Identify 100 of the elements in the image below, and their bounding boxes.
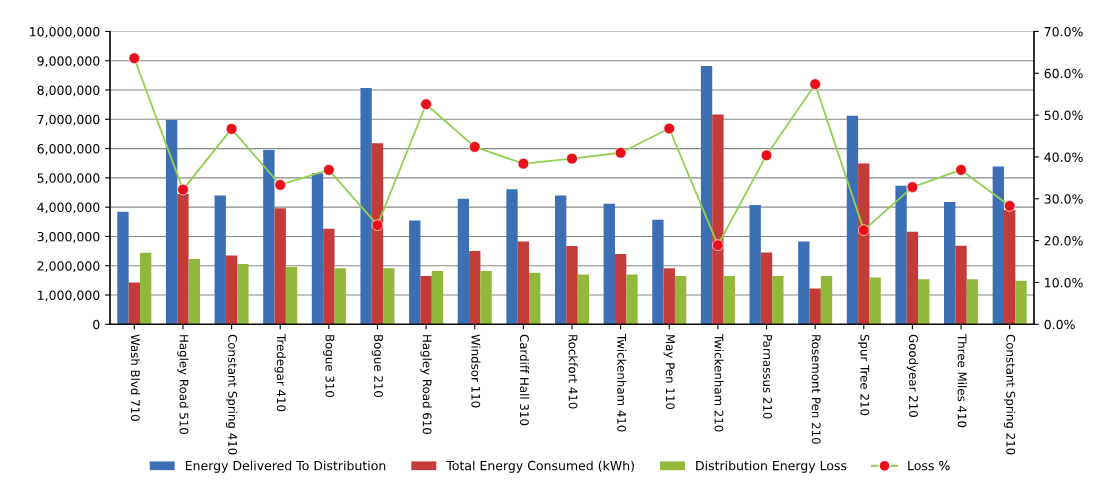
y-tick-label: 4,000,000 [37, 202, 100, 214]
bar [772, 275, 784, 325]
bar [529, 272, 541, 325]
y-tick-label: 7,000,000 [37, 114, 100, 126]
bar [663, 268, 675, 325]
point [517, 157, 530, 170]
bar [603, 203, 615, 325]
bar [311, 173, 324, 325]
x-tick-label: Three Miles 410 [957, 333, 967, 428]
y-tick-label: 5,000,000 [37, 173, 100, 185]
x-tick-label: Twickenham 410 [617, 333, 627, 432]
bar [1015, 280, 1027, 325]
bar [626, 274, 638, 325]
bar [225, 255, 238, 325]
bar [409, 220, 421, 325]
x-tick-label: Constant Spring 410 [225, 334, 238, 455]
bar [371, 143, 384, 325]
bar [614, 254, 627, 325]
x-tick-label: Bogue 210 [371, 335, 383, 398]
x-tick-label: Twickenham 210 [714, 333, 724, 432]
bar [955, 245, 967, 325]
x-tick-label: Windsor 110 [471, 334, 481, 408]
bar [274, 208, 286, 325]
bar [480, 270, 492, 325]
x-tick-label: Cardiff Hall 310 [519, 334, 530, 426]
x-tick-label: Spur Tree 210 [858, 334, 870, 416]
y-tick-label: 2,000,000 [37, 261, 100, 272]
bar [431, 270, 444, 325]
legend-label: Distribution Energy Loss [696, 460, 847, 473]
x-tick-label: Wash Blvd 710 [130, 334, 141, 421]
y-tick-label: 1,000,000 [38, 290, 100, 302]
x-tick-label: Hagley Road 610 [420, 335, 432, 435]
bar [420, 275, 432, 325]
x-tick-label: Rosemont Pen 210 [811, 335, 821, 444]
legend-label: Loss % [908, 460, 950, 471]
x-tick-label: Bogue 310 [323, 335, 335, 398]
bar [944, 201, 956, 325]
y-tick-label: 0 [93, 319, 100, 330]
y-tick-label: 8,000,000 [37, 85, 100, 97]
bar [869, 277, 881, 325]
bar [139, 252, 152, 325]
bar [966, 279, 979, 325]
legend-label: Energy Delivered To Distribution [185, 460, 386, 473]
bar [918, 279, 930, 325]
y-tick-label: 3,000,000 [37, 231, 100, 243]
bar [237, 263, 249, 325]
bar [674, 275, 687, 325]
bar [749, 205, 761, 325]
bar [383, 268, 395, 325]
y2-tick-label: 30.0% [1044, 194, 1083, 204]
y2-tick-label: 10.0% [1045, 277, 1083, 288]
bar [165, 119, 178, 325]
bar [992, 166, 1005, 325]
x-tick-label: Constant Spring 210 [1003, 334, 1016, 455]
y2-tick-label: 0.0% [1044, 319, 1075, 330]
bar [334, 268, 346, 325]
y2-tick-label: 40.0% [1044, 152, 1083, 162]
bar [263, 150, 275, 325]
bar [652, 219, 664, 325]
bar [214, 195, 226, 325]
y-tick-label: 10,000,000 [30, 26, 100, 38]
bar [177, 193, 189, 325]
bar [809, 288, 821, 325]
y2-tick-label: 50.0% [1044, 110, 1083, 121]
bar [858, 163, 870, 325]
x-tick-label: Parnassus 210 [763, 335, 773, 419]
bar [285, 266, 298, 325]
y-tick-label: 9,000,000 [37, 56, 100, 67]
bar [128, 282, 140, 325]
y2-tick-label: 70.0% [1044, 26, 1083, 37]
bar [723, 275, 735, 325]
x-tick-label: May Pen 110 [663, 335, 675, 410]
bar [469, 251, 481, 325]
bar [577, 274, 590, 325]
y2-tick-label: 60.0% [1044, 68, 1083, 79]
bar [760, 252, 773, 325]
legend-label: Total Energy Consumed (kWh) [446, 460, 634, 473]
x-tick-label: Tredegar 410 [274, 333, 286, 412]
bar [323, 228, 335, 325]
bar [820, 275, 833, 325]
y-tick-label: 6,000,000 [37, 144, 100, 155]
x-tick-label: Goodyear 210 [906, 334, 919, 417]
bar [554, 195, 567, 325]
x-tick-label: Hagley Road 510 [177, 335, 189, 435]
bar [517, 241, 530, 325]
bar [798, 241, 810, 325]
x-tick-label: Rockfort 410 [568, 335, 578, 409]
bar [906, 231, 919, 325]
bar [360, 87, 372, 325]
bar [188, 258, 200, 325]
bar [506, 189, 518, 325]
bar [846, 115, 859, 325]
y2-tick-label: 20.0% [1044, 236, 1083, 246]
bar [700, 66, 713, 325]
bar [1004, 210, 1016, 325]
bar [712, 114, 724, 325]
bar [117, 211, 129, 325]
bar [895, 185, 907, 325]
bar [566, 246, 578, 325]
bar [457, 198, 470, 325]
